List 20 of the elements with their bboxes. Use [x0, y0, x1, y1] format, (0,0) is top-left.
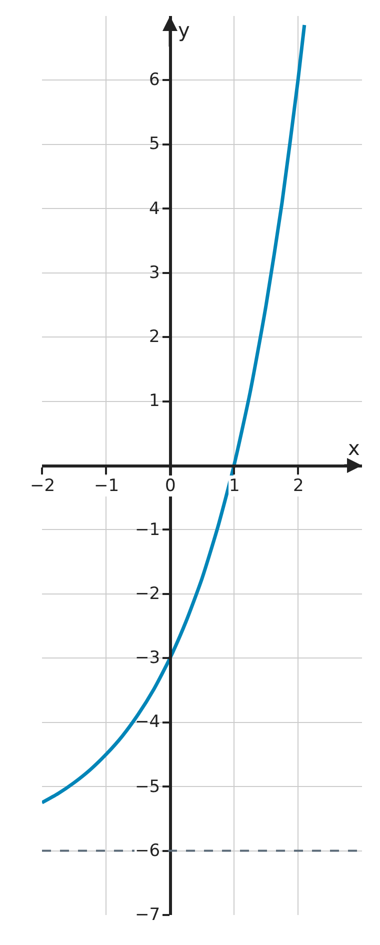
y-tick-label: −6 — [135, 841, 160, 861]
x-tick-label: 2 — [293, 476, 304, 496]
y-tick-label: −5 — [135, 777, 160, 797]
x-tick-label: 0 — [165, 476, 176, 496]
y-axis-title: y — [178, 18, 190, 42]
y-tick-label: 5 — [149, 134, 160, 154]
x-tick-label: −1 — [94, 476, 120, 496]
y-tick-label: 4 — [149, 199, 160, 219]
y-tick-label: −2 — [135, 584, 160, 604]
y-tick-label: −3 — [135, 648, 160, 668]
x-tick-label: 1 — [229, 476, 240, 496]
y-tick-label: 1 — [149, 391, 160, 411]
y-tick-label: 6 — [149, 70, 160, 90]
y-tick-label: −7 — [135, 905, 160, 925]
y-tick-label: −1 — [135, 520, 160, 540]
x-tick-label: −2 — [30, 476, 56, 496]
y-tick-label: 3 — [149, 263, 160, 283]
y-tick-label: −4 — [135, 712, 160, 732]
x-axis-title: x — [348, 436, 360, 460]
y-tick-label: 2 — [149, 327, 160, 347]
